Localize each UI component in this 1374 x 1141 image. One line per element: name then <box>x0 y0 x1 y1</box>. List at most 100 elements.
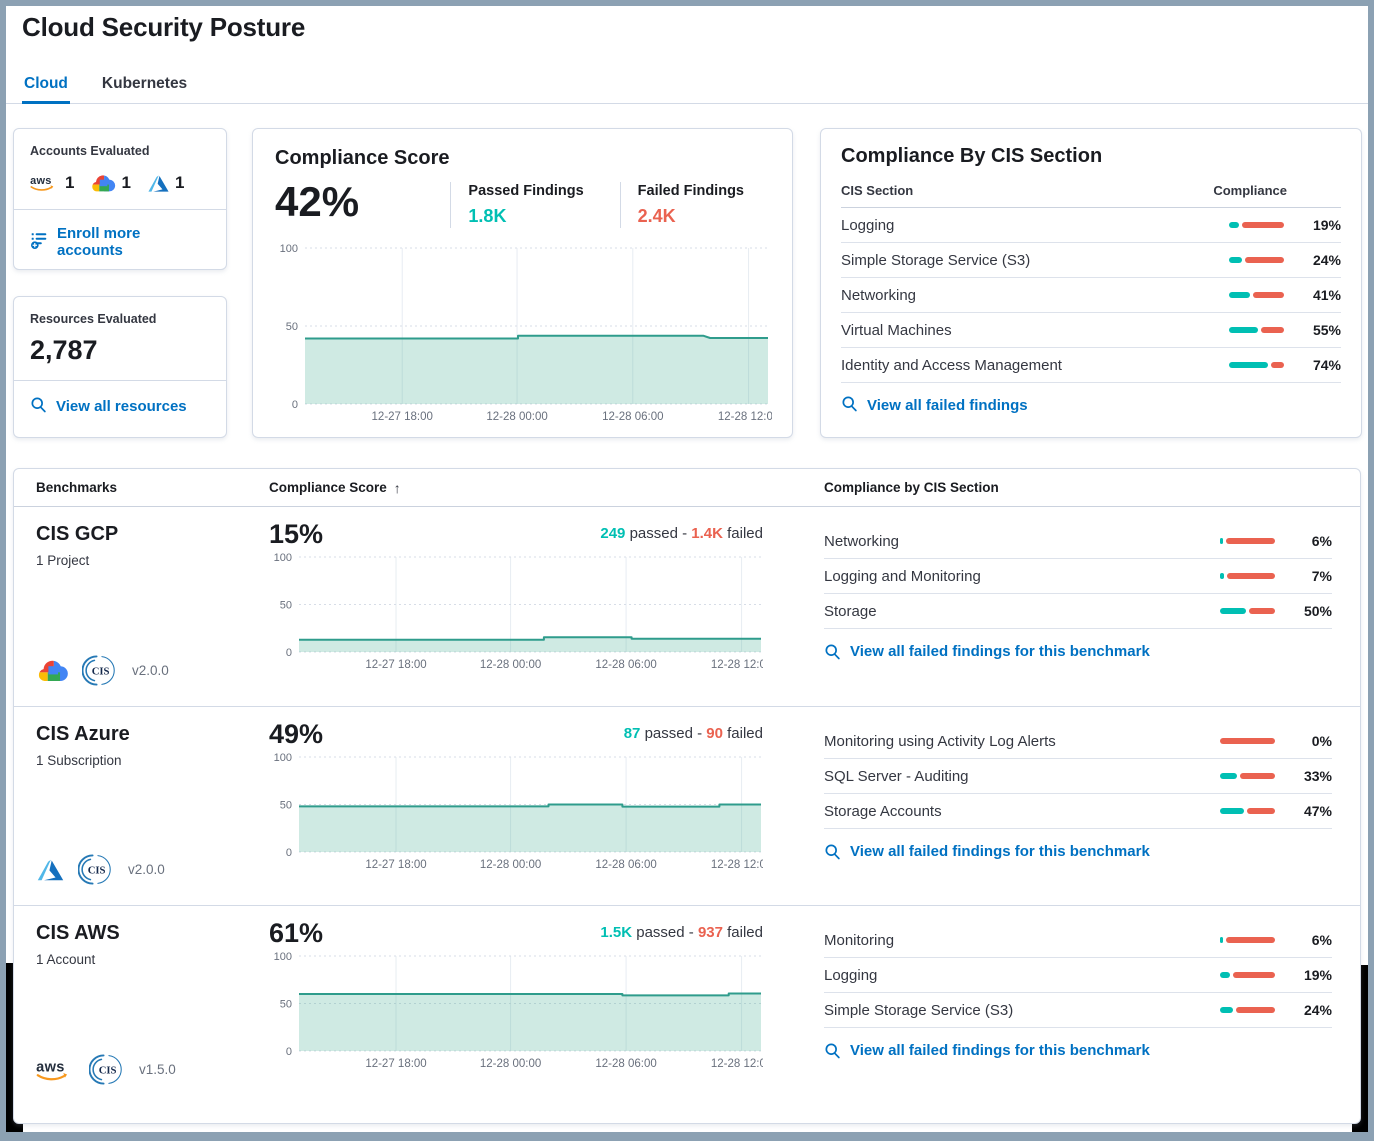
svg-text:12-28 12:00: 12-28 12:00 <box>711 859 763 871</box>
compliance-bar <box>1220 738 1275 744</box>
view-all-failed-findings-label: View all failed findings <box>867 397 1028 414</box>
bar-failed-segment <box>1270 362 1284 368</box>
compliance-percent: 50% <box>1303 603 1332 619</box>
benchmark-trend-chart: 0 50 100 12-27 18:00 12-28 00:00 12-28 06:00 1… <box>269 951 773 1078</box>
svg-text:0: 0 <box>286 847 292 859</box>
search-icon <box>825 1043 840 1059</box>
cis-section-name: Identity and Access Management <box>841 356 1062 374</box>
failed-count: 90 <box>706 725 723 742</box>
cis-section-name: Simple Storage Service (S3) <box>841 251 1031 269</box>
cis-section-row: Networking 41% <box>841 278 1341 313</box>
tab-kubernetes[interactable]: Kubernetes <box>101 75 188 92</box>
bar-failed-segment <box>1249 608 1275 614</box>
bar-failed-segment <box>1226 538 1275 544</box>
svg-text:100: 100 <box>280 243 298 255</box>
compliance-score-chart: 0 50 100 12-27 18:00 12-28 00:00 12-28 06:00 1… <box>275 242 780 433</box>
svg-text:CIS: CIS <box>99 1064 117 1076</box>
benchmark-info-cell: CIS GCP 1 Project CIS v2.0.0 <box>14 507 256 706</box>
benchmark-cis-section-row: Monitoring 6% <box>824 923 1332 958</box>
bar-failed-segment <box>1241 222 1284 228</box>
search-icon <box>31 397 46 413</box>
compliance-percent: 0% <box>1311 733 1332 749</box>
enroll-more-accounts-link[interactable]: Enroll more accounts <box>30 225 210 259</box>
cis-logo-icon: CIS <box>82 655 115 686</box>
bar-failed-segment <box>1247 808 1275 814</box>
compliance-bar <box>1229 292 1284 298</box>
view-all-resources-label: View all resources <box>56 398 187 415</box>
benchmark-logos: CIS v2.0.0 <box>36 852 256 887</box>
view-failed-findings-benchmark-link[interactable]: View all failed findings for this benchm… <box>824 1042 1332 1059</box>
bar-passed-segment <box>1220 773 1238 779</box>
compliance-percent: 7% <box>1311 568 1332 584</box>
benchmark-cis-section-row: SQL Server - Auditing 33% <box>824 759 1332 794</box>
accounts-evaluated-title: Accounts Evaluated <box>30 144 150 158</box>
cis-section-name: Logging and Monitoring <box>824 567 981 585</box>
svg-text:100: 100 <box>274 951 292 963</box>
cis-section-name: Virtual Machines <box>841 321 952 339</box>
svg-text:50: 50 <box>280 800 292 812</box>
cis-section-row: Simple Storage Service (S3) 24% <box>841 243 1341 278</box>
cis-logo-icon: CIS <box>78 854 111 885</box>
benchmark-sections-cell: Networking 6% Logging and Monitoring 7% Stor… <box>811 507 1360 706</box>
benchmark-version: v1.5.0 <box>139 1062 176 1077</box>
svg-text:12-27 18:00: 12-27 18:00 <box>365 859 426 871</box>
benchmark-logos: CIS v2.0.0 <box>36 653 256 688</box>
list-add-icon <box>31 233 47 249</box>
search-icon <box>842 396 857 412</box>
benchmark-row-cis-azure: CIS Azure 1 Subscription CIS v2.0.0 49% 8… <box>14 707 1360 906</box>
bar-passed-segment <box>1229 222 1239 228</box>
benchmark-scope: 1 Account <box>36 952 96 967</box>
cis-section-name: Simple Storage Service (S3) <box>824 1001 1014 1019</box>
bar-passed-segment <box>1220 573 1224 579</box>
bar-passed-segment <box>1220 538 1224 544</box>
svg-text:0: 0 <box>292 399 298 411</box>
passed-count: 87 <box>623 725 641 742</box>
cis-logo-icon: CIS <box>89 1054 122 1085</box>
tab-cloud[interactable]: Cloud <box>22 66 70 104</box>
bar-passed-segment <box>1229 362 1268 368</box>
tab-bar: Cloud Kubernetes <box>0 66 1374 104</box>
enroll-more-accounts-label: Enroll more accounts <box>57 225 141 259</box>
search-icon <box>30 396 47 417</box>
view-failed-findings-benchmark-label: View all failed findings for this benchm… <box>850 843 1150 860</box>
cis-section-row: Logging 19% <box>841 208 1341 243</box>
compliance-percent: 6% <box>1311 533 1332 549</box>
view-failed-findings-benchmark-link[interactable]: View all failed findings for this benchm… <box>824 643 1332 660</box>
passed-findings-label: Passed Findings <box>468 183 584 199</box>
compliance-percent: 19% <box>1312 217 1341 233</box>
compliance-score-column-header[interactable]: Compliance Score ↑ <box>256 480 811 496</box>
view-all-failed-findings-link[interactable]: View all failed findings <box>841 395 1341 416</box>
compliance-column-header: Compliance <box>1213 183 1287 198</box>
resources-evaluated-card: Resources Evaluated 2,787 View all resou… <box>13 296 227 438</box>
bar-passed-segment <box>1220 808 1245 814</box>
bar-passed-segment <box>1220 972 1230 978</box>
benchmark-info-cell: CIS AWS 1 Account aws CIS v1.5.0 <box>14 906 256 1123</box>
svg-text:12-28 06:00: 12-28 06:00 <box>595 859 656 871</box>
benchmark-scope: 1 Subscription <box>36 753 122 768</box>
account-count: 1 <box>65 173 75 192</box>
failed-findings-label: Failed Findings <box>637 183 744 199</box>
svg-text:12-28 12:00: 12-28 12:00 <box>711 1058 763 1070</box>
svg-text:CIS: CIS <box>88 864 106 876</box>
cis-section-name: Storage Accounts <box>824 802 942 820</box>
view-all-resources-link[interactable]: View all resources <box>30 396 210 417</box>
account-count: 1 <box>121 173 131 192</box>
failed-findings-stat: Failed Findings 2.4K <box>619 182 744 228</box>
bar-failed-segment <box>1226 573 1275 579</box>
benchmark-info-cell: CIS Azure 1 Subscription CIS v2.0.0 <box>14 707 256 905</box>
benchmark-trend-chart: 0 50 100 12-27 18:00 12-28 00:00 12-28 06:00 1… <box>269 752 773 879</box>
accounts-provider-list: aws 1 1 1 <box>30 169 210 197</box>
compliance-trend-chart: 0 50 100 12-27 18:00 12-28 00:00 12-28 06:00 1… <box>274 752 773 871</box>
compliance-percent: 24% <box>1303 1002 1332 1018</box>
view-failed-findings-benchmark-link[interactable]: View all failed findings for this benchm… <box>824 843 1332 860</box>
benchmark-cis-section-row: Simple Storage Service (S3) 24% <box>824 993 1332 1028</box>
bar-failed-segment <box>1232 972 1275 978</box>
cis-card-title: Compliance By CIS Section <box>841 145 1103 167</box>
svg-text:12-28 00:00: 12-28 00:00 <box>486 411 547 423</box>
failed-count: 937 <box>697 924 723 941</box>
bar-failed-segment <box>1253 292 1284 298</box>
benchmark-sections-cell: Monitoring 6% Logging 19% Simple Storage Ser… <box>811 906 1360 1123</box>
cis-section-name: Monitoring using Activity Log Alerts <box>824 732 1056 750</box>
compliance-percent: 55% <box>1312 322 1341 338</box>
divider <box>14 380 226 381</box>
